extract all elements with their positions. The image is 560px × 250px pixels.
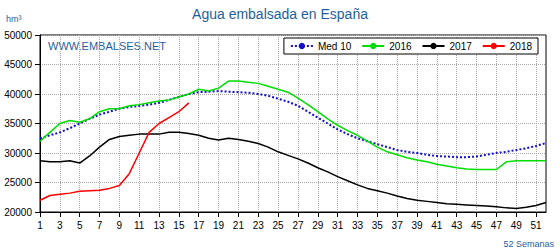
- svg-text:33: 33: [352, 220, 364, 231]
- svg-text:35000: 35000: [4, 118, 32, 129]
- svg-text:7: 7: [97, 220, 103, 231]
- svg-text:2016: 2016: [389, 41, 412, 52]
- svg-text:2017: 2017: [450, 41, 473, 52]
- svg-text:25000: 25000: [4, 177, 32, 188]
- svg-text:29: 29: [312, 220, 324, 231]
- svg-text:25: 25: [273, 220, 285, 231]
- svg-text:WWW.EMBALSES.NET: WWW.EMBALSES.NET: [48, 40, 166, 52]
- svg-text:52 Semanas: 52 Semanas: [503, 239, 554, 249]
- svg-text:41: 41: [431, 220, 443, 231]
- svg-text:19: 19: [213, 220, 225, 231]
- svg-text:45000: 45000: [4, 59, 32, 70]
- svg-text:20000: 20000: [4, 207, 32, 218]
- svg-text:51: 51: [531, 220, 543, 231]
- svg-text:hm³: hm³: [6, 14, 22, 24]
- svg-text:11: 11: [134, 220, 145, 231]
- svg-text:Agua embalsada en España: Agua embalsada en España: [192, 6, 368, 22]
- svg-text:49: 49: [511, 220, 523, 231]
- svg-text:15: 15: [173, 220, 185, 231]
- svg-text:5: 5: [77, 220, 83, 231]
- svg-text:2018: 2018: [510, 41, 533, 52]
- svg-text:45: 45: [471, 220, 483, 231]
- svg-text:13: 13: [153, 220, 165, 231]
- svg-text:Med 10: Med 10: [318, 41, 352, 52]
- svg-text:23: 23: [253, 220, 265, 231]
- svg-text:17: 17: [193, 220, 205, 231]
- svg-text:43: 43: [451, 220, 463, 231]
- svg-text:47: 47: [491, 220, 503, 231]
- svg-text:50000: 50000: [4, 30, 32, 41]
- svg-text:3: 3: [57, 220, 63, 231]
- svg-text:31: 31: [332, 220, 344, 231]
- svg-text:40000: 40000: [4, 89, 32, 100]
- svg-text:21: 21: [233, 220, 245, 231]
- svg-text:30000: 30000: [4, 148, 32, 159]
- svg-text:27: 27: [292, 220, 304, 231]
- svg-text:9: 9: [117, 220, 123, 231]
- svg-text:39: 39: [411, 220, 423, 231]
- svg-text:1: 1: [37, 220, 43, 231]
- svg-text:37: 37: [392, 220, 404, 231]
- svg-text:35: 35: [372, 220, 384, 231]
